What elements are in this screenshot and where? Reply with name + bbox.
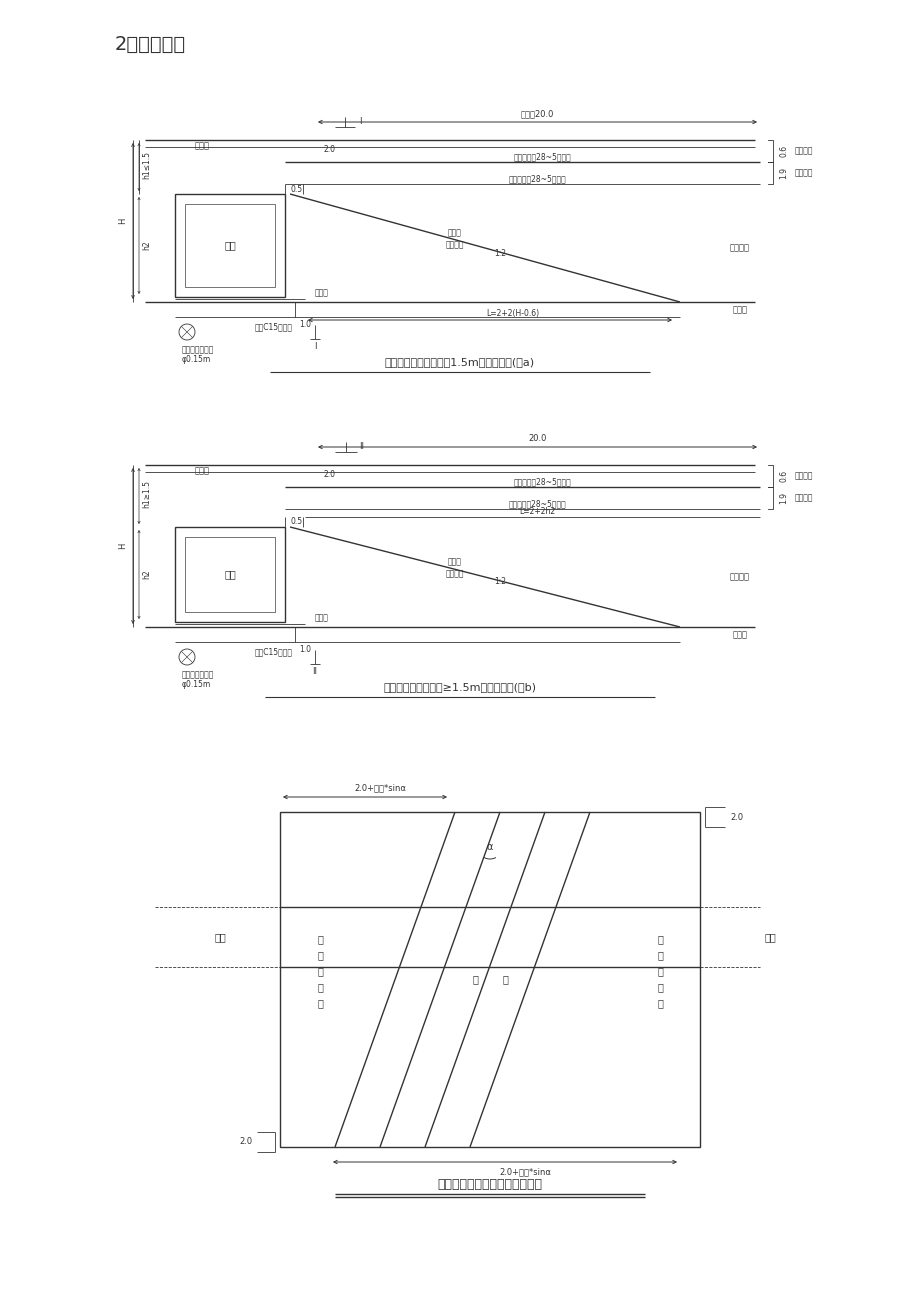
Text: 0.5: 0.5 [290, 185, 302, 194]
Text: 0.6: 0.6 [778, 145, 788, 158]
Text: 段: 段 [656, 999, 663, 1009]
Text: 级配砖石: 级配砖石 [446, 569, 464, 578]
Text: 1:2: 1:2 [494, 578, 505, 586]
Text: φ0.15m: φ0.15m [182, 355, 211, 365]
Text: 1.9: 1.9 [778, 167, 788, 178]
Text: 内支撑滲排水管: 内支撑滲排水管 [182, 671, 214, 680]
Text: 2.0: 2.0 [729, 812, 743, 822]
Text: 0.5: 0.5 [290, 517, 302, 526]
Text: L=2+2h2: L=2+2h2 [519, 508, 555, 517]
Text: 渡: 渡 [317, 983, 323, 992]
Text: 充填C15混凝土: 充填C15混凝土 [255, 647, 292, 656]
Text: 路基本体: 路基本体 [729, 243, 749, 253]
Text: 基床底层: 基床底层 [794, 168, 812, 177]
Text: 2.0: 2.0 [323, 146, 335, 155]
Bar [279, 812, 699, 1147]
Text: φ0.15m: φ0.15m [182, 681, 211, 690]
Text: 段: 段 [317, 999, 323, 1009]
Text: II: II [359, 443, 364, 452]
Text: 级配砖石捸28~5﹪水泥: 级配砖石捸28~5﹪水泥 [513, 478, 571, 487]
Text: 2、技术要求: 2、技术要求 [115, 34, 186, 53]
Text: h1≥1.5: h1≥1.5 [142, 480, 152, 508]
Text: 海洞: 海洞 [224, 569, 235, 579]
Bar [175, 194, 285, 297]
Text: 级配砖石: 级配砖石 [446, 241, 464, 250]
Text: 海: 海 [656, 935, 663, 944]
Bar [185, 536, 275, 612]
Text: 2.0: 2.0 [240, 1138, 253, 1147]
Bar [175, 527, 285, 622]
Text: 级配砖石捸28~5﹪水泥: 级配砖石捸28~5﹪水泥 [508, 500, 566, 509]
Text: 内支撑滲排水管: 内支撑滲排水管 [182, 345, 214, 354]
Text: 基床表层: 基床表层 [794, 147, 812, 155]
Text: 渡: 渡 [656, 983, 663, 992]
Text: H: H [119, 217, 128, 224]
Text: h2: h2 [142, 241, 152, 250]
Text: 基床底层: 基床底层 [794, 493, 812, 503]
Text: 深圳: 深圳 [764, 932, 775, 943]
Text: I: I [358, 117, 361, 126]
Text: 过渡段: 过渡段 [448, 557, 461, 566]
Text: 路肩线: 路肩线 [195, 466, 210, 475]
Text: h1≤1.5: h1≤1.5 [142, 151, 152, 178]
Text: L=2+2(H-0.6): L=2+2(H-0.6) [485, 310, 539, 319]
Text: H: H [119, 543, 128, 549]
Bar [185, 204, 275, 286]
Text: 路: 路 [317, 950, 323, 961]
Text: 0.6: 0.6 [778, 470, 788, 482]
Text: 过: 过 [656, 966, 663, 976]
Text: 级配砖石捸28~5﹪水泥: 级配砖石捸28~5﹪水泥 [508, 174, 566, 184]
Text: 海洞: 海洞 [224, 241, 235, 250]
Text: 海: 海 [317, 935, 323, 944]
Text: 地面线: 地面线 [732, 630, 746, 639]
Text: 海: 海 [471, 974, 477, 984]
Text: 结构物顶距路肩距离＜1.5m设置示意图(图a): 结构物顶距路肩距离＜1.5m设置示意图(图a) [384, 357, 535, 367]
Text: II: II [312, 668, 317, 677]
Text: α: α [486, 842, 493, 852]
Text: 1.0: 1.0 [299, 646, 311, 655]
Text: 过: 过 [317, 966, 323, 976]
Text: 基床表层: 基床表层 [794, 471, 812, 480]
Text: 20.0: 20.0 [528, 435, 546, 444]
Text: 中粗沙: 中粗沙 [314, 613, 328, 622]
Text: 地面线: 地面线 [732, 306, 746, 315]
Text: 充填C15混凝土: 充填C15混凝土 [255, 323, 292, 332]
Text: 2.0+海长*sinα: 2.0+海长*sinα [498, 1168, 550, 1177]
Text: 1.9: 1.9 [778, 492, 788, 504]
Text: 路: 路 [656, 950, 663, 961]
Text: 路基本体: 路基本体 [729, 573, 749, 582]
Text: 不小于20.0: 不小于20.0 [520, 109, 553, 118]
Text: 洞: 洞 [502, 974, 507, 984]
Text: 中粗沙: 中粗沙 [314, 289, 328, 297]
Text: 结构物顶距路肩距离≥1.5m设置示意图(图b): 结构物顶距路肩距离≥1.5m设置示意图(图b) [383, 682, 536, 691]
Text: 浵路过渡段斜交部分平面示意图: 浵路过渡段斜交部分平面示意图 [437, 1177, 542, 1190]
Text: 过渡段: 过渡段 [448, 228, 461, 237]
Text: 1.0: 1.0 [299, 320, 311, 329]
Text: h2: h2 [142, 570, 152, 579]
Text: 2.0+海长*sinα: 2.0+海长*sinα [354, 784, 405, 793]
Text: 2.0: 2.0 [323, 470, 335, 479]
Text: 路肩线: 路肩线 [195, 142, 210, 151]
Text: I: I [313, 342, 316, 352]
Text: 厦门: 厦门 [214, 932, 226, 943]
Text: 级配砖石捸28~5﹪水泥: 级配砖石捸28~5﹪水泥 [513, 152, 571, 161]
Text: 1:2: 1:2 [494, 249, 505, 258]
